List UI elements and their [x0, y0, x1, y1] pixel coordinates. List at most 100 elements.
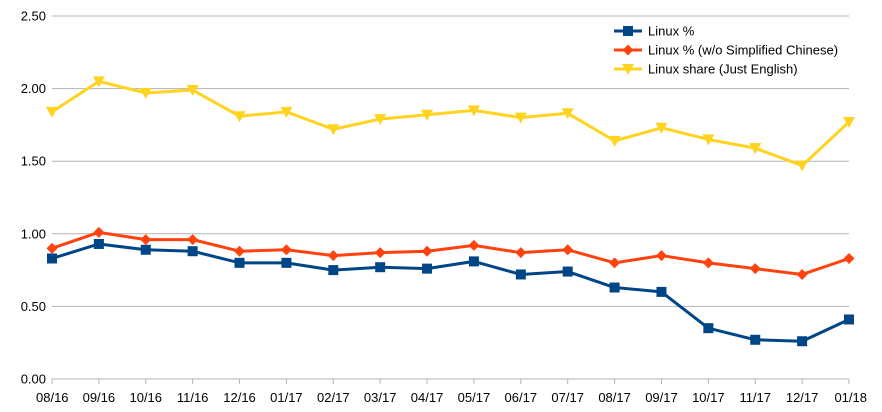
- x-tick-label: 04/17: [411, 390, 444, 405]
- x-tick-label: 12/16: [223, 390, 256, 405]
- x-tick-label: 08/16: [36, 390, 69, 405]
- legend: Linux % Linux % (w/o Simplified Chinese) L…: [614, 24, 838, 77]
- square-marker: [656, 286, 667, 297]
- x-tick-label: 05/17: [458, 390, 491, 405]
- data-point: [467, 105, 480, 117]
- diamond-marker: [702, 257, 714, 269]
- data-point: [796, 160, 809, 172]
- data-point: [797, 336, 808, 347]
- data-point: [93, 226, 105, 238]
- data-point: [328, 265, 339, 276]
- triangle-marker: [561, 108, 574, 120]
- triangle-marker: [139, 87, 152, 99]
- x-tick-label: 10/17: [692, 390, 725, 405]
- series-3: [46, 76, 855, 172]
- diamond-marker: [374, 247, 386, 259]
- data-point: [749, 143, 762, 155]
- y-tick-label: 2.00: [21, 81, 46, 96]
- square-marker: [797, 336, 808, 347]
- data-point: [281, 257, 292, 268]
- data-point: [93, 238, 104, 249]
- data-point: [47, 253, 57, 264]
- square-marker: [281, 257, 292, 268]
- triangle-marker: [421, 109, 434, 121]
- legend-item: Linux % (w/o Simplified Chinese): [614, 43, 838, 58]
- diamond-marker: [280, 244, 292, 256]
- diamond-marker: [93, 226, 105, 238]
- y-tick-label: 1.50: [21, 154, 46, 169]
- data-point: [280, 106, 293, 118]
- data-point: [702, 134, 715, 146]
- data-point: [374, 114, 387, 126]
- x-tick-label: 02/17: [317, 390, 350, 405]
- triangle-marker: [186, 85, 199, 97]
- diamond-marker: [187, 234, 199, 246]
- legend-swatch-marker: [623, 26, 633, 36]
- triangle-marker: [749, 143, 762, 155]
- data-point: [749, 263, 761, 275]
- triangle-marker: [843, 116, 855, 128]
- data-point: [187, 234, 199, 246]
- legend-label: Linux share (Just English): [648, 62, 798, 77]
- data-point: [375, 262, 386, 273]
- legend-swatch-marker: [622, 64, 634, 75]
- data-point: [186, 85, 199, 97]
- series-2: [46, 226, 855, 280]
- triangle-marker: [608, 135, 621, 147]
- x-axis: [51, 378, 850, 384]
- data-point: [655, 122, 668, 134]
- diamond-marker: [421, 245, 433, 257]
- x-tick-label: 09/16: [83, 390, 116, 405]
- data-point: [702, 257, 714, 269]
- data-point: [750, 334, 761, 345]
- square-marker: [93, 238, 104, 249]
- x-tick-label: 06/17: [505, 390, 538, 405]
- diamond-marker: [796, 268, 808, 280]
- triangle-marker: [327, 124, 340, 136]
- y-tick-label: 0.50: [21, 299, 46, 314]
- square-marker: [623, 26, 633, 36]
- data-point: [609, 282, 620, 293]
- data-point: [139, 87, 152, 99]
- diamond-marker: [622, 44, 634, 56]
- triangle-marker: [622, 64, 634, 75]
- legend-label: Linux %: [648, 24, 695, 39]
- data-point: [234, 257, 245, 268]
- data-point: [280, 244, 292, 256]
- diamond-marker: [749, 263, 761, 275]
- triangle-marker: [467, 105, 480, 117]
- diamond-marker: [843, 252, 855, 264]
- diamond-marker: [562, 244, 574, 256]
- legend-item: Linux share (Just English): [614, 62, 798, 77]
- data-point: [46, 242, 58, 254]
- square-marker: [140, 244, 151, 255]
- y-tick-label: 2.50: [21, 9, 46, 24]
- x-tick-label: 07/17: [551, 390, 584, 405]
- data-point: [561, 108, 574, 120]
- triangle-marker: [92, 76, 105, 88]
- data-point: [468, 239, 480, 251]
- series-line: [51, 230, 850, 276]
- x-tick-label: 03/17: [364, 390, 397, 405]
- data-point: [327, 250, 339, 262]
- data-point: [374, 247, 386, 259]
- triangle-marker: [374, 114, 387, 126]
- data-point: [421, 109, 434, 121]
- diamond-marker: [327, 250, 339, 262]
- data-point: [562, 244, 574, 256]
- triangle-marker: [46, 106, 58, 118]
- data-point: [187, 246, 198, 257]
- triangle-marker: [702, 134, 715, 146]
- data-point: [796, 268, 808, 280]
- diamond-marker: [655, 250, 667, 262]
- legend-label: Linux % (w/o Simplified Chinese): [648, 43, 838, 58]
- series-1: [47, 238, 854, 347]
- x-tick-label: 01/18: [834, 390, 867, 405]
- triangle-marker: [514, 112, 527, 124]
- series-line: [51, 242, 850, 343]
- square-marker: [422, 263, 433, 274]
- square-marker: [468, 256, 479, 267]
- data-point: [514, 112, 527, 124]
- diamond-marker: [140, 234, 152, 246]
- square-marker: [609, 282, 620, 293]
